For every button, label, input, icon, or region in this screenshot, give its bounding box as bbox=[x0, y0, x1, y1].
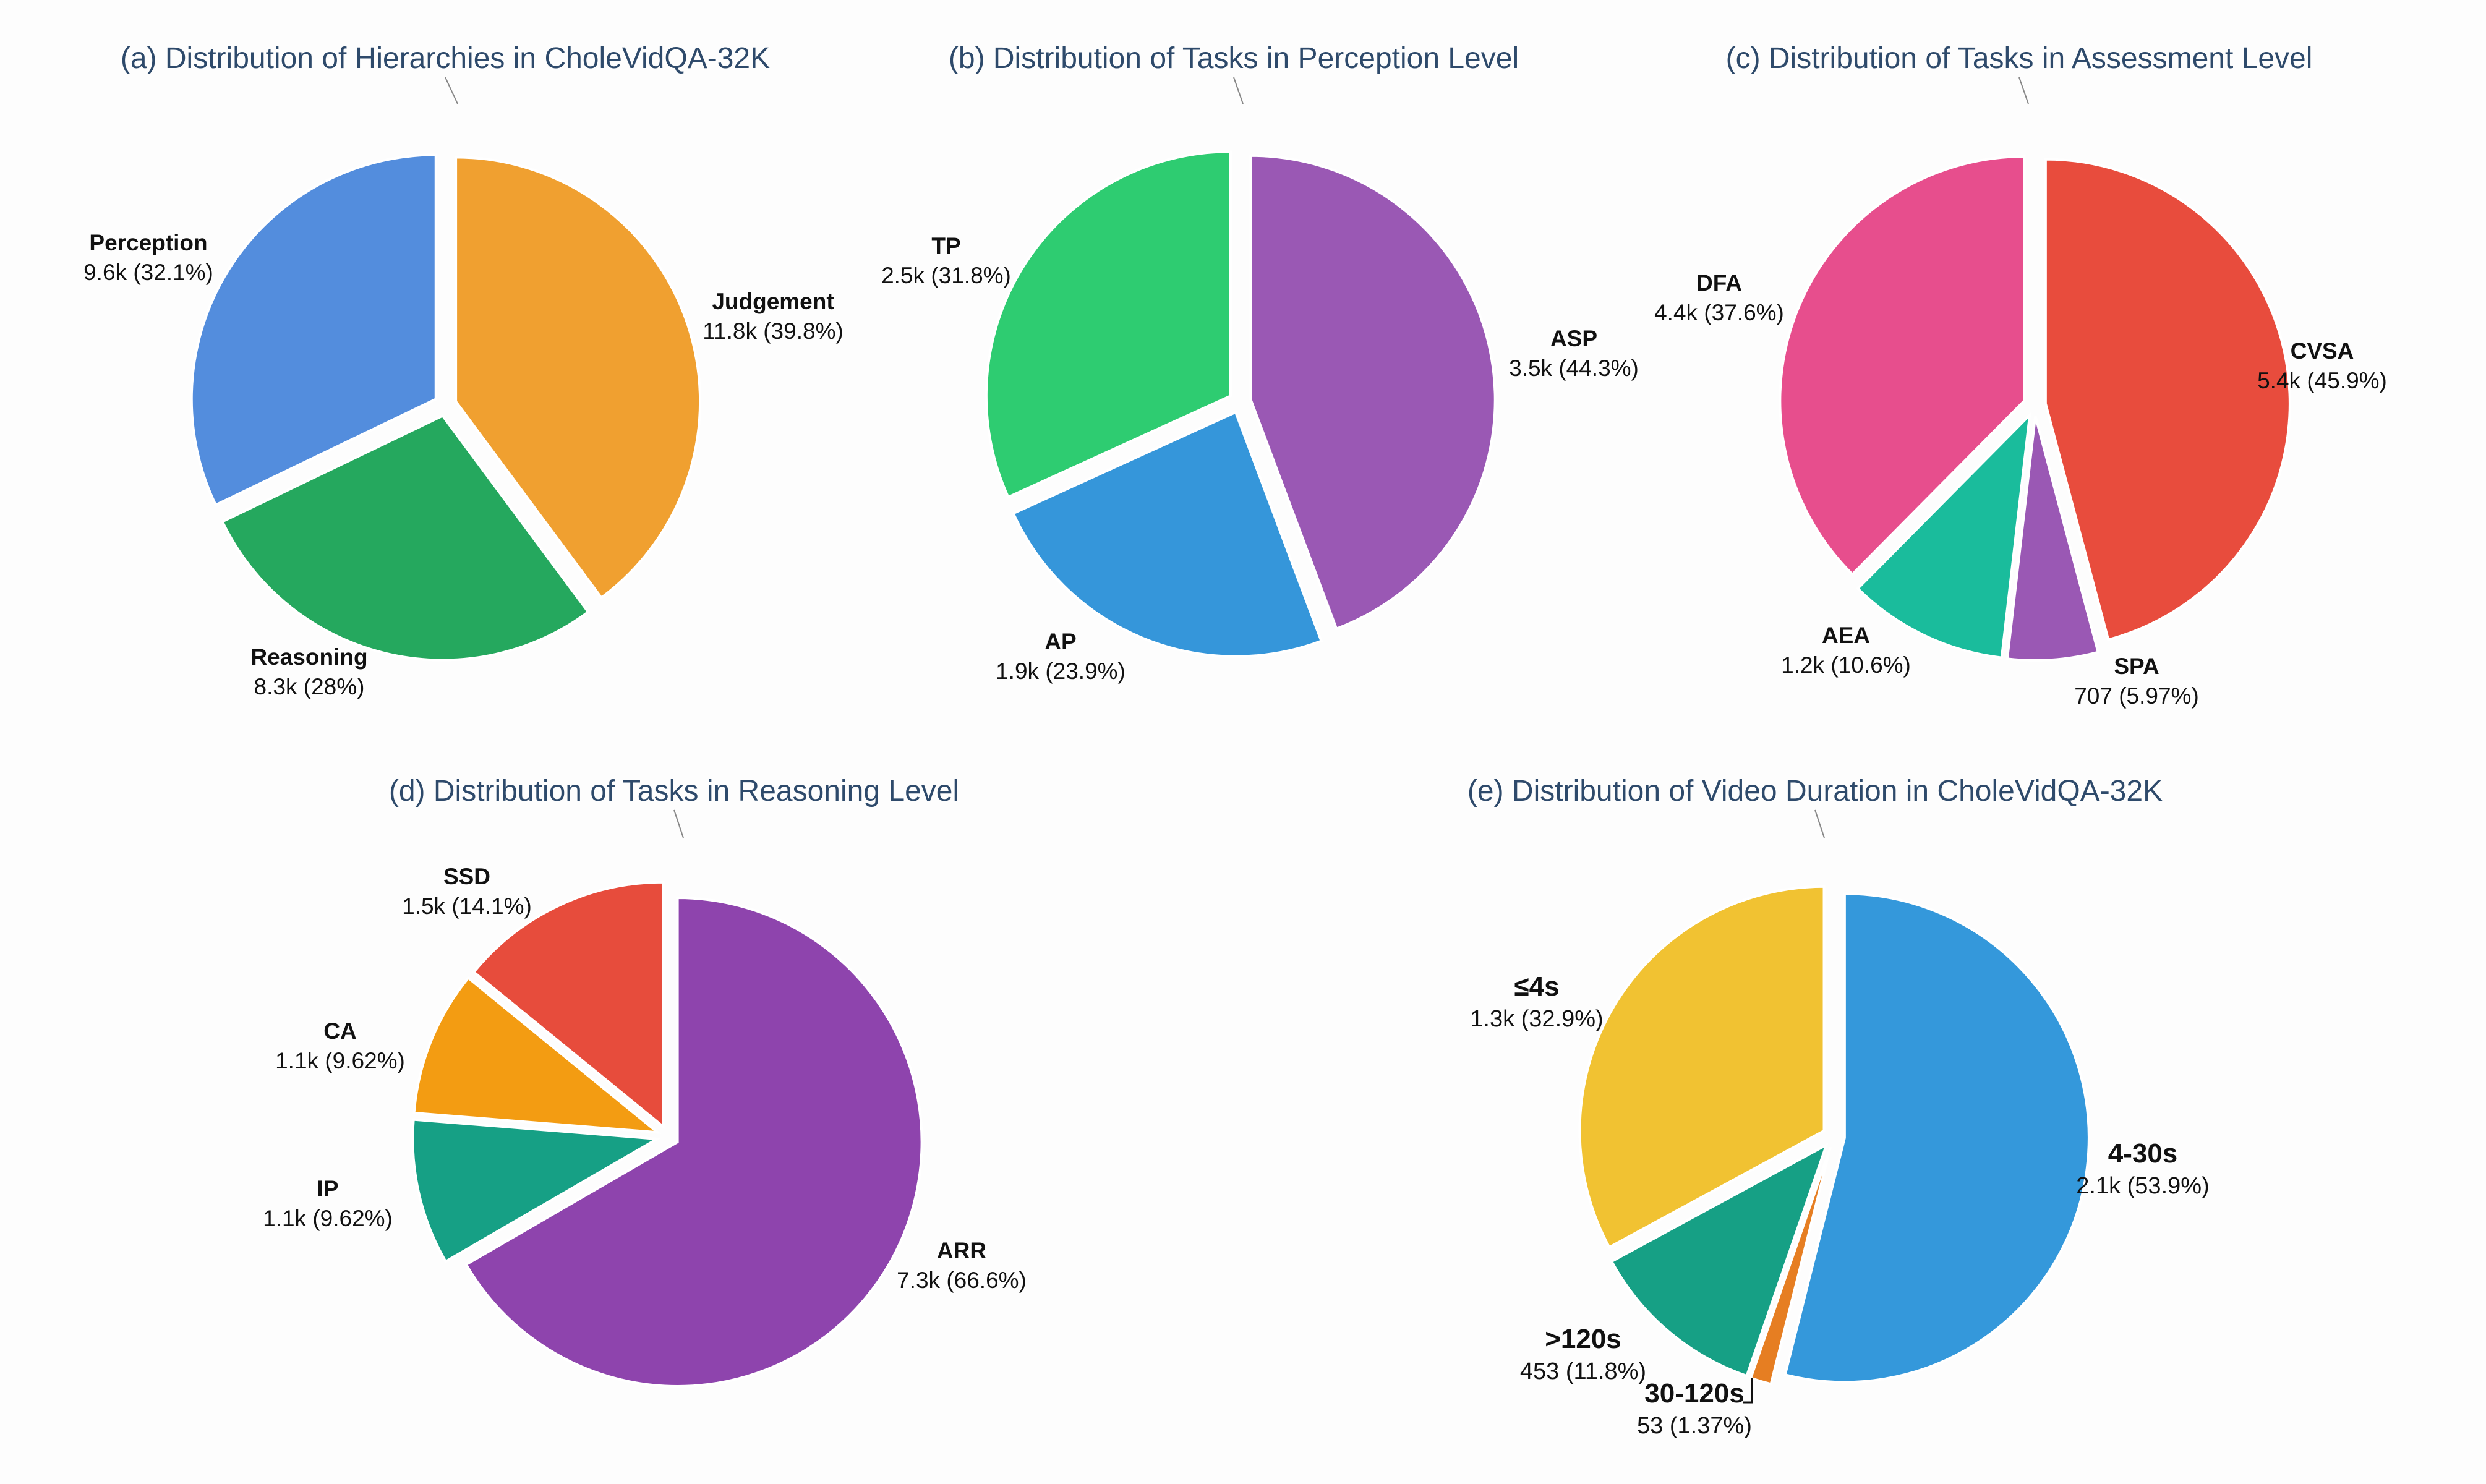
title-pointer-line bbox=[445, 77, 458, 104]
pie-slice-430s bbox=[1783, 892, 2090, 1384]
pie-chart-2: (b) Distribution of Tasks in Perception … bbox=[881, 42, 1639, 684]
pie-slice-dfa bbox=[1779, 155, 2026, 576]
slice-label-name: 4-30s bbox=[2108, 1138, 2178, 1169]
pie-slice-arr bbox=[464, 896, 923, 1388]
chart-title: (c) Distribution of Tasks in Assessment … bbox=[1726, 42, 2313, 75]
slice-label-name: DFA bbox=[1696, 270, 1742, 296]
slice-label-name: 30-120s bbox=[1644, 1378, 1744, 1409]
slice-label-value: 2.1k (53.9%) bbox=[2076, 1173, 2209, 1199]
pie-slice-cvsa bbox=[2044, 158, 2291, 641]
slice-label-name: AP bbox=[1044, 629, 1076, 654]
small-slice-leader-line bbox=[1743, 1378, 1753, 1404]
slice-label-value: 1.1k (9.62%) bbox=[275, 1048, 405, 1073]
slice-label-name: Reasoning bbox=[250, 644, 367, 670]
chart-title: (e) Distribution of Video Duration in Ch… bbox=[1467, 775, 2163, 808]
slice-label-value: 1.5k (14.1%) bbox=[402, 893, 532, 919]
pie-chart-3: (c) Distribution of Tasks in Assessment … bbox=[1654, 42, 2387, 709]
slice-label-name: AEA bbox=[1822, 623, 1870, 648]
slice-label-value: 707 (5.97%) bbox=[2074, 683, 2199, 709]
slice-label-value: 1.2k (10.6%) bbox=[1781, 652, 1911, 678]
slice-label-value: 7.3k (66.6%) bbox=[897, 1268, 1027, 1293]
slice-label-value: 11.8k (39.8%) bbox=[703, 318, 844, 344]
pie-slice-ssd bbox=[472, 881, 665, 1129]
pie-slice-4s bbox=[1578, 885, 1826, 1249]
pie-slice-30120s bbox=[1749, 1146, 1832, 1386]
pie-slice-120s bbox=[1610, 1142, 1829, 1378]
pie-slice-spa bbox=[2005, 416, 2100, 662]
chart-title: (a) Distribution of Hierarchies in Chole… bbox=[121, 42, 770, 75]
title-pointer-line bbox=[2018, 77, 2029, 104]
slice-label-name: CA bbox=[323, 1018, 356, 1044]
chart-title: (b) Distribution of Tasks in Perception … bbox=[949, 42, 1519, 75]
pie-slice-judgement bbox=[455, 156, 702, 600]
slice-label-name: SSD bbox=[443, 864, 490, 889]
slice-label-name: TP bbox=[931, 233, 960, 258]
slice-label-value: 5.4k (45.9%) bbox=[2257, 368, 2387, 393]
slice-label-name: >120s bbox=[1545, 1324, 1621, 1354]
pie-chart-1: (a) Distribution of Hierarchies in Chole… bbox=[83, 42, 844, 699]
pie-chart-4: (d) Distribution of Tasks in Reasoning L… bbox=[263, 775, 1027, 1388]
slice-label-value: 8.3k (28%) bbox=[254, 674, 365, 699]
slice-label-name: ARR bbox=[937, 1238, 986, 1263]
slice-label-name: ≤4s bbox=[1514, 971, 1559, 1002]
slice-label-name: IP bbox=[317, 1176, 339, 1201]
slice-label-name: ASP bbox=[1550, 326, 1597, 351]
pie-slice-perception bbox=[190, 153, 437, 507]
chart-title: (d) Distribution of Tasks in Reasoning L… bbox=[389, 775, 959, 808]
slice-label-value: 4.4k (37.6%) bbox=[1654, 300, 1784, 325]
pie-slice-ca bbox=[412, 976, 662, 1134]
slice-label-value: 1.9k (23.9%) bbox=[996, 659, 1126, 684]
slice-label-value: 2.5k (31.8%) bbox=[881, 263, 1011, 288]
title-pointer-line bbox=[673, 809, 684, 838]
pie-slice-reasoning bbox=[221, 414, 590, 662]
pie-slice-tp bbox=[985, 150, 1232, 499]
slice-label-value: 9.6k (32.1%) bbox=[83, 260, 213, 285]
slice-label-name: Perception bbox=[89, 230, 207, 255]
slice-label-value: 1.3k (32.9%) bbox=[1470, 1006, 1603, 1032]
slice-label-name: SPA bbox=[2114, 654, 2159, 679]
pie-slice-aea bbox=[1856, 411, 2031, 659]
pie-chart-5: (e) Distribution of Video Duration in Ch… bbox=[1467, 775, 2210, 1439]
title-pointer-line bbox=[1814, 809, 1825, 838]
slice-label-name: CVSA bbox=[2291, 338, 2354, 364]
slice-label-value: 1.1k (9.62%) bbox=[263, 1206, 393, 1231]
slice-label-value: 3.5k (44.3%) bbox=[1509, 356, 1639, 381]
pie-slice-asp bbox=[1249, 154, 1497, 631]
title-pointer-line bbox=[1233, 77, 1244, 104]
slice-label-name: Judgement bbox=[712, 289, 834, 314]
slice-label-value: 53 (1.37%) bbox=[1637, 1413, 1752, 1439]
pie-slice-ip bbox=[411, 1118, 661, 1263]
slice-label-value: 453 (11.8%) bbox=[1520, 1358, 1646, 1384]
pie-slice-ap bbox=[1011, 410, 1323, 658]
